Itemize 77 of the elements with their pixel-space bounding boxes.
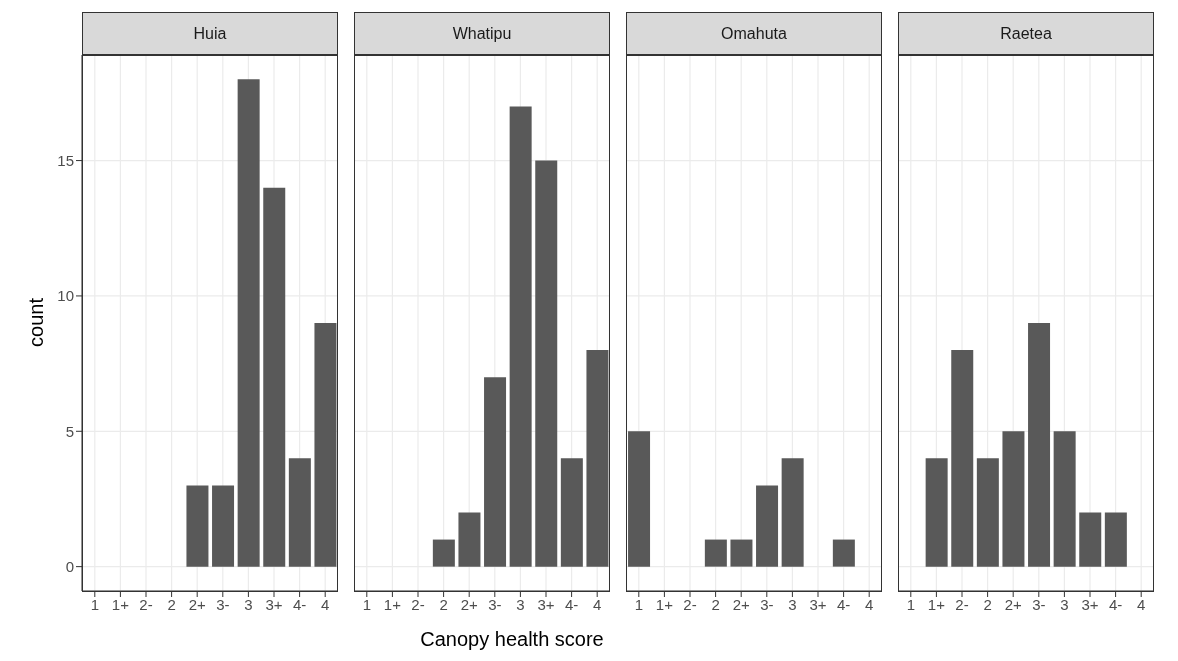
x-tick-label: 2- [139, 595, 153, 613]
x-tick-label: 2+ [732, 595, 750, 613]
x-tick-label: 1+ [383, 595, 402, 613]
x-tick-label: 4 [865, 595, 874, 613]
x-tick-label: 3+ [809, 595, 827, 613]
chart-title: Whatipu [354, 12, 610, 55]
bar [288, 458, 311, 567]
x-tick-label: 1 [90, 595, 99, 613]
x-tick-label: 1+ [111, 595, 130, 613]
x-tick-label: 3- [1032, 595, 1046, 613]
bar [925, 458, 948, 567]
bar [186, 485, 209, 567]
x-tick-label: 2- [683, 595, 697, 613]
x-tick-label: 4- [1108, 595, 1123, 613]
x-tick-label: 2- [955, 595, 969, 613]
x-tick-label: 1+ [927, 595, 946, 613]
x-tick-label: 3 [788, 595, 797, 613]
x-tick-label: 3 [516, 595, 525, 613]
x-tick-label: 4- [836, 595, 851, 613]
bar [458, 512, 481, 567]
bar [535, 160, 558, 567]
x-tick-label: 3+ [265, 595, 283, 613]
x-tick-label: 1 [634, 595, 643, 613]
bar [756, 485, 779, 567]
chart-title: Omahuta [626, 12, 882, 55]
bar [212, 485, 235, 567]
x-tick-label: 4 [1137, 595, 1146, 613]
y-axis-title: count [24, 297, 48, 349]
bar [1002, 431, 1025, 567]
x-tick-label: 1+ [655, 595, 674, 613]
x-tick-label: 3- [488, 595, 502, 613]
bar [560, 458, 583, 567]
x-tick-label: 4 [321, 595, 330, 613]
y-tick-label: 15 [57, 151, 74, 169]
x-tick-label: 2+ [1004, 595, 1022, 613]
bar [432, 539, 455, 567]
x-tick-label: 4- [292, 595, 307, 613]
y-tick-label: 0 [65, 557, 74, 575]
x-tick-label: 3 [244, 595, 253, 613]
y-tick-label: 10 [57, 287, 74, 305]
x-axis-title: Canopy health score [419, 628, 605, 651]
bar [832, 539, 855, 567]
y-tick-label: 5 [65, 422, 74, 440]
bar [586, 350, 609, 567]
chart-title: Raetea [898, 12, 1154, 55]
x-tick-label: 2+ [188, 595, 206, 613]
bar [314, 323, 337, 567]
x-tick-label: 2 [711, 595, 720, 613]
x-tick-label: 2- [411, 595, 425, 613]
x-tick-label: 4 [593, 595, 602, 613]
x-tick-label: 1 [906, 595, 915, 613]
bar [976, 458, 999, 567]
bar [704, 539, 727, 567]
bar [1028, 323, 1051, 567]
x-tick-label: 3- [760, 595, 774, 613]
x-tick-label: 3- [216, 595, 230, 613]
x-tick-label: 4- [564, 595, 579, 613]
bar [237, 79, 260, 567]
x-tick-label: 2 [167, 595, 176, 613]
chart-title: Huia [82, 12, 338, 55]
bar [509, 106, 532, 567]
x-tick-label: 3+ [1081, 595, 1099, 613]
bar [484, 377, 507, 567]
x-tick-label: 2 [439, 595, 448, 613]
x-tick-label: 3 [1060, 595, 1069, 613]
bar [781, 458, 804, 567]
bar [263, 187, 286, 567]
x-tick-label: 2 [983, 595, 992, 613]
x-tick-label: 3+ [537, 595, 555, 613]
x-tick-label: 1 [362, 595, 371, 613]
bar [951, 350, 974, 567]
bar [628, 431, 651, 567]
bar [1079, 512, 1102, 567]
x-tick-label: 2+ [460, 595, 478, 613]
bar [1104, 512, 1127, 567]
bar [730, 539, 753, 567]
bar [1053, 431, 1076, 567]
